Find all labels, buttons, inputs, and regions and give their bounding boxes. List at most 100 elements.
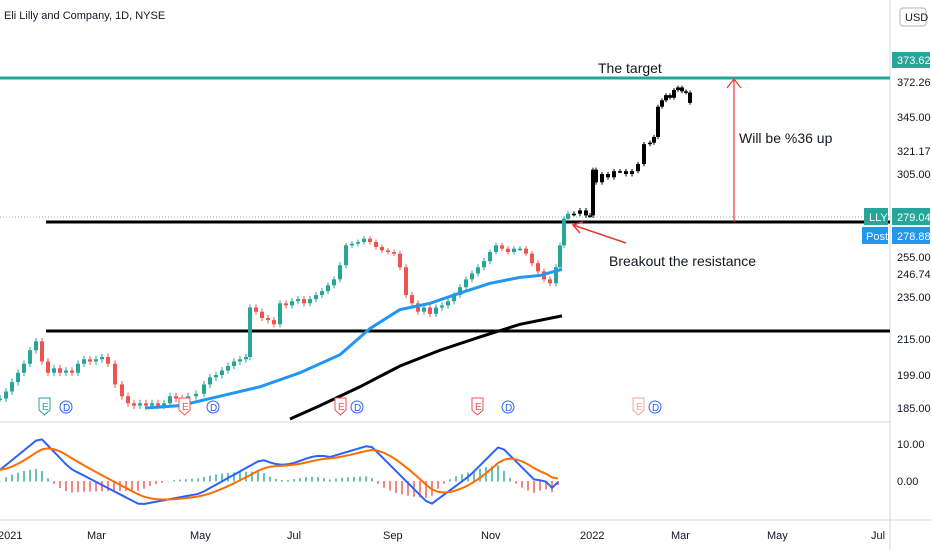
histogram-bar [233, 472, 235, 482]
histogram-bar [407, 481, 409, 496]
breakout-arrow[interactable] [571, 221, 627, 244]
candle-body [584, 210, 588, 216]
candle-body [350, 243, 354, 246]
candle-body [416, 303, 420, 312]
histogram-bar [305, 477, 307, 482]
candle-body [126, 396, 130, 404]
candle-body [168, 396, 172, 404]
dividend-badge[interactable]: D [59, 400, 73, 414]
dividend-badge[interactable]: D [350, 400, 364, 414]
histogram-bar [83, 481, 85, 492]
candle-body [672, 90, 676, 98]
histogram-bar [329, 479, 331, 482]
price-axis[interactable]: 372.26 345.00 321.17 305.00 255.00 246.74 235.… [897, 77, 931, 415]
svg-text:D: D [63, 403, 70, 414]
candle-body [512, 248, 516, 253]
earnings-badge[interactable]: E [471, 397, 484, 416]
histogram-bar [209, 475, 211, 482]
candle-body [636, 164, 640, 172]
upside-arrow[interactable] [726, 78, 742, 222]
earnings-badge[interactable]: E [38, 397, 51, 416]
histogram-bar [359, 476, 361, 482]
histogram-bar [269, 476, 271, 482]
price-pane[interactable] [0, 0, 890, 422]
oscillator-tick-label: 10.00 [897, 439, 925, 451]
price-tick-label: 255.00 [897, 252, 931, 264]
candle-body [266, 318, 270, 321]
moving-average-black[interactable] [289, 314, 563, 421]
histogram-bar [29, 469, 31, 482]
histogram-bar [113, 481, 115, 492]
candle-body [548, 279, 552, 284]
histogram-bar [239, 472, 241, 482]
candle-body [16, 372, 20, 383]
price-tick-label: 321.17 [897, 146, 931, 158]
svg-text:D: D [210, 403, 217, 414]
candle-body [70, 370, 74, 373]
histogram-bar [383, 481, 385, 488]
histogram-bar [395, 481, 397, 493]
moving-average-blue[interactable] [144, 267, 563, 410]
svg-text:E: E [182, 402, 189, 413]
candle-body [680, 87, 684, 92]
dividend-badge[interactable]: D [501, 400, 515, 414]
candle-body [618, 171, 622, 173]
post-market-price-tag: Post 278.88 [862, 227, 931, 244]
histogram-bar [479, 468, 481, 482]
candle-body [64, 370, 68, 373]
candle-body [494, 245, 498, 253]
candle-body [0, 398, 2, 401]
histogram-bar [203, 477, 205, 482]
candle-body [356, 242, 360, 244]
candle-body [458, 287, 462, 296]
time-axis[interactable]: 2021 Mar May Jul Sep Nov 2022 Mar May Jul [0, 530, 885, 542]
candle-body [113, 363, 117, 385]
candle-body [368, 238, 372, 243]
candle-body [214, 375, 218, 378]
macd-line[interactable] [0, 438, 559, 505]
time-tick-label: May [190, 530, 211, 542]
histogram-bar [143, 481, 145, 489]
price-tick-label: 199.00 [897, 370, 931, 382]
histogram-bar [437, 481, 439, 489]
candle-body [144, 403, 148, 406]
dividend-badge[interactable]: D [206, 400, 220, 414]
candle-body [588, 215, 592, 217]
candle-body [642, 144, 646, 165]
signal-line[interactable] [0, 447, 559, 501]
candle-body [82, 359, 86, 364]
histogram-bar [185, 479, 187, 482]
candle-body [174, 396, 178, 399]
oscillator-tick-label: 0.00 [897, 476, 918, 488]
histogram-bar [443, 481, 445, 484]
candle-body [278, 303, 282, 325]
histogram-bar [527, 481, 529, 491]
earnings-badge[interactable]: E [178, 397, 191, 416]
earnings-badge[interactable]: E [334, 397, 347, 416]
candle-body [302, 299, 306, 304]
dividend-badge[interactable]: D [648, 400, 662, 414]
candle-body [591, 169, 595, 216]
price-series [0, 85, 692, 410]
candle-body [624, 171, 628, 174]
candle-body [572, 213, 576, 216]
histogram-bar [293, 479, 295, 482]
histogram-bar [389, 481, 391, 491]
earnings-badge[interactable]: E [632, 397, 645, 416]
price-tick-label: 235.00 [897, 292, 931, 304]
histogram-bar [131, 481, 133, 491]
histogram-bar [161, 481, 163, 483]
histogram-bar [23, 470, 25, 482]
candle-body [10, 382, 14, 392]
oscillator-axis[interactable]: 10.00 0.00 [897, 439, 925, 488]
time-tick-label: Sep [383, 530, 403, 542]
currency-badge[interactable]: USD [899, 7, 928, 27]
histogram-bar [497, 465, 499, 482]
histogram-bar [41, 471, 43, 482]
svg-text:E: E [475, 402, 482, 413]
candle-body [428, 307, 432, 314]
histogram-bar [35, 468, 37, 482]
time-tick-label: Nov [481, 530, 501, 542]
histogram-bar [335, 478, 337, 482]
